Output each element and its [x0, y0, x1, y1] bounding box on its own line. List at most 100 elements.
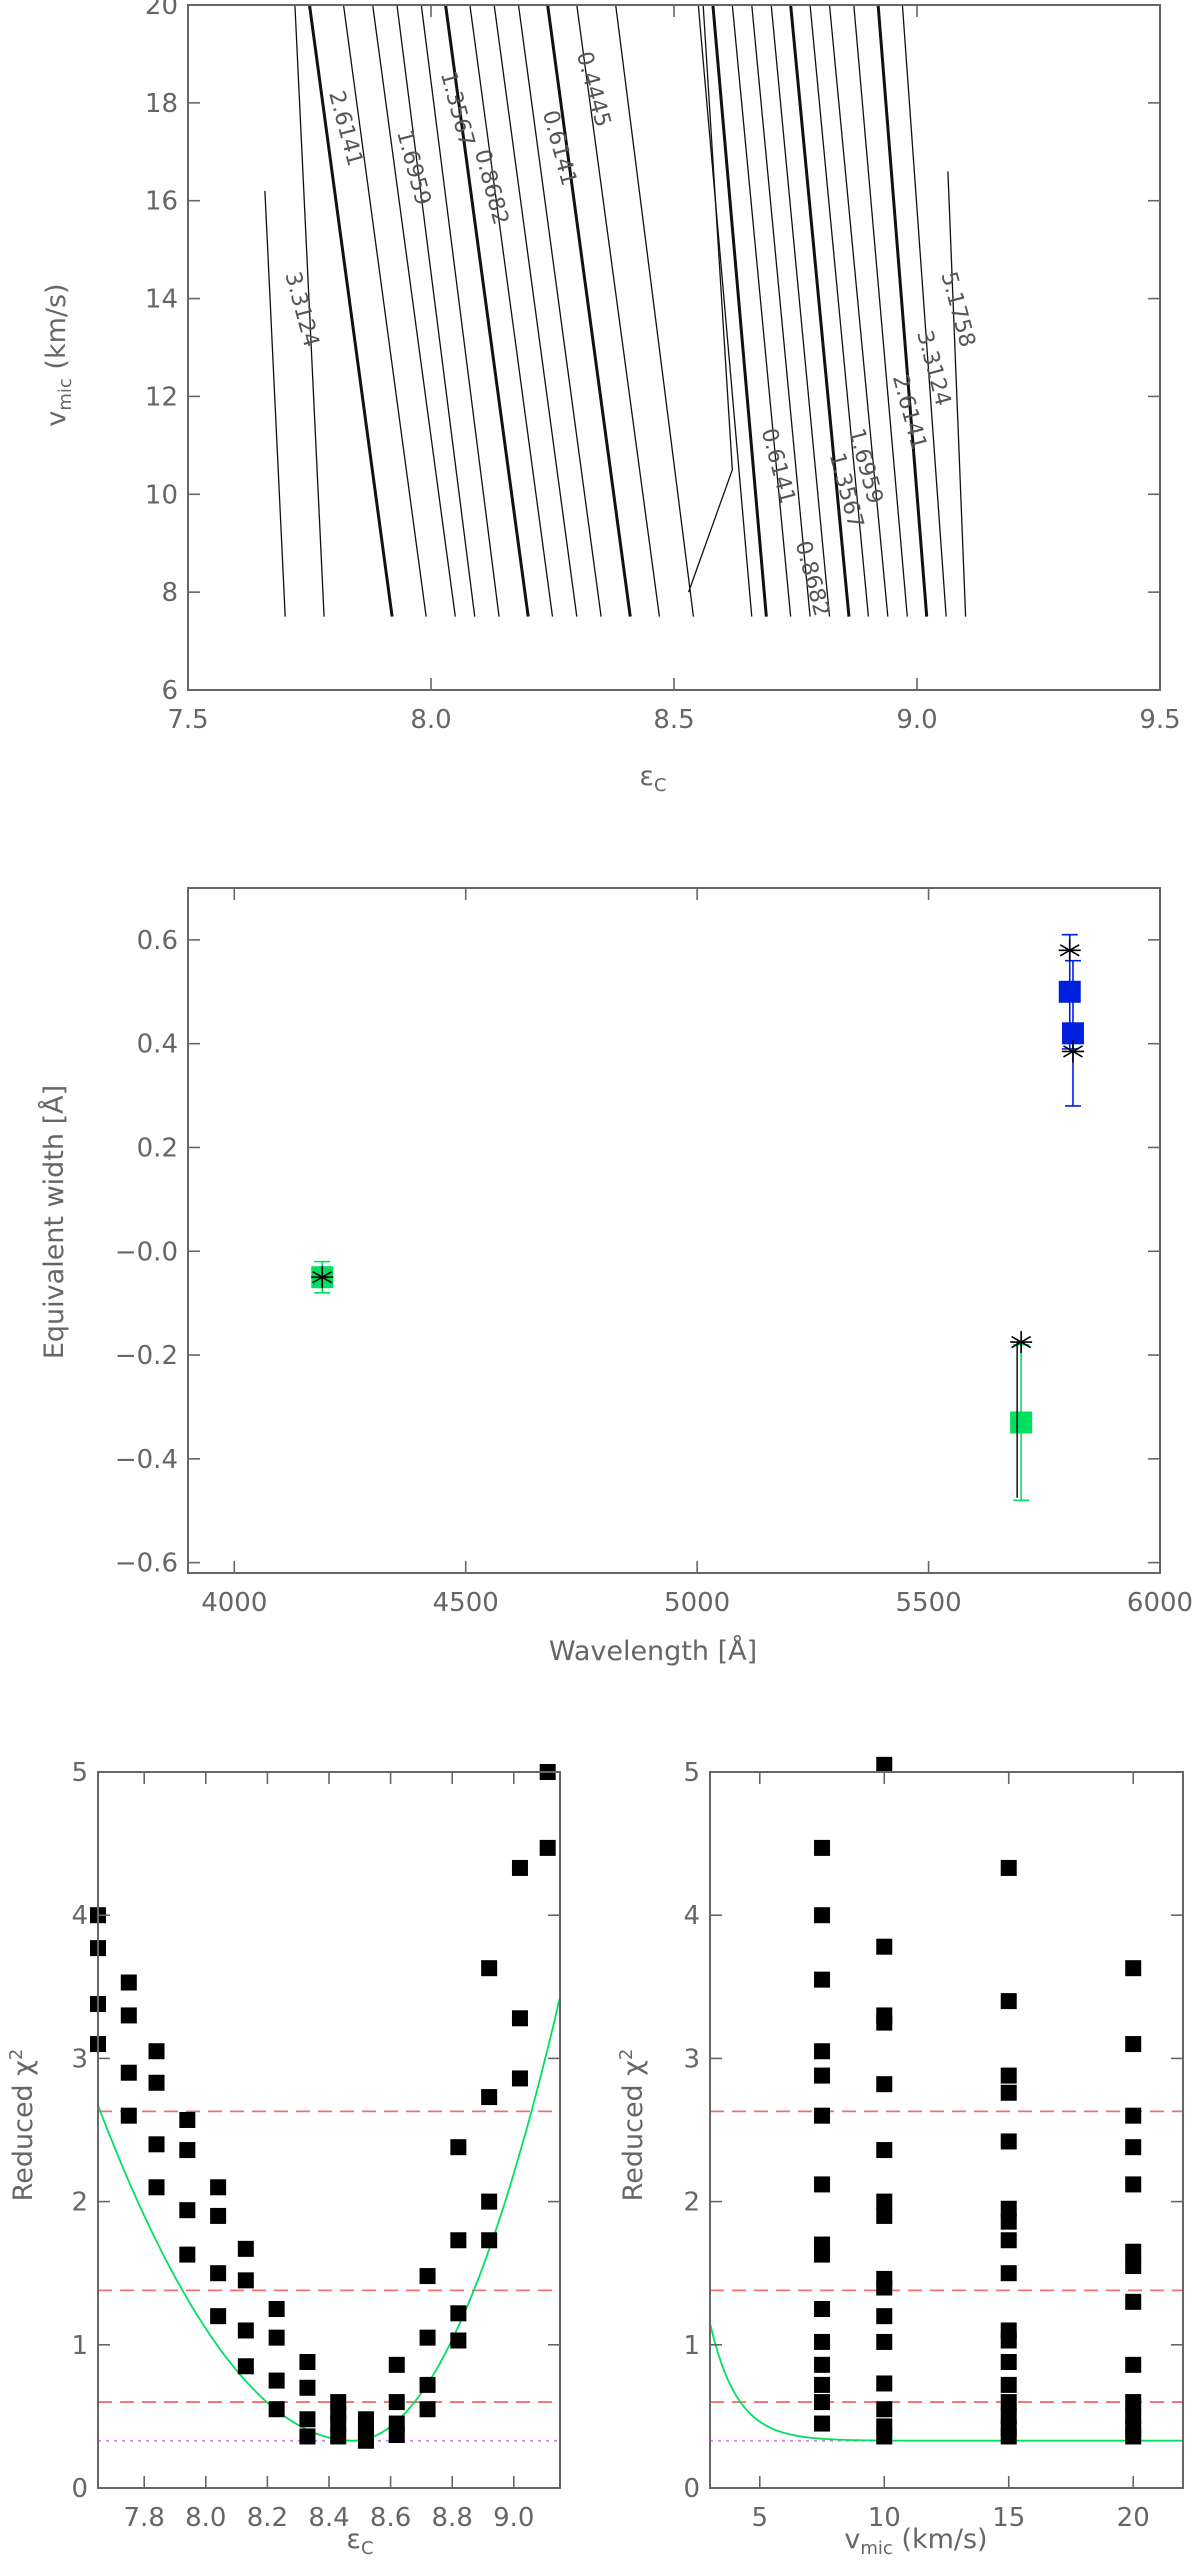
contour-y-tick-label: 10: [145, 480, 178, 510]
contour-line: [342, 4, 427, 617]
contour-level-label: 0.8682: [790, 538, 834, 619]
chi2-point: [876, 2207, 893, 2224]
contour-line: [876, 4, 929, 617]
chi2-vmic-y-tick-label: 4: [683, 1901, 700, 1931]
chi2-vmic-y-tick-label: 3: [683, 2044, 700, 2074]
contour-x-tick-label: 7.5: [167, 705, 208, 735]
contour-y-axis-label: vmic (km/s): [41, 283, 76, 426]
chi2-abundance-plot-frame: [97, 1771, 561, 2489]
chi2-point: [450, 2232, 467, 2249]
chi2-abundance-x-tick-label: 8.8: [432, 2503, 473, 2533]
contour-x-tick-label: 9.0: [896, 705, 937, 735]
chi2-vmic-x-tick-label: 10: [868, 2503, 901, 2533]
chi2-point: [539, 1839, 556, 1856]
chi2-point: [1125, 2243, 1142, 2260]
contour-line: [615, 4, 695, 617]
contour-line: [687, 4, 733, 593]
chi2-point: [299, 2379, 316, 2396]
contour-x-tick-label: 8.5: [653, 705, 694, 735]
chi2-point: [876, 2076, 893, 2093]
chi2-point: [1000, 2084, 1017, 2101]
chi2-vmic-axes: 5 10 15 20 0 1 2 3 4 5: [683, 1758, 1184, 2533]
chi2-point: [1000, 2067, 1017, 2084]
chi2-point: [1125, 2428, 1142, 2445]
equivalent-width-panel: 4000 4500 5000 5500 6000 −0.6 −0.4 −0.2 −0.0 0.2 0…: [38, 887, 1193, 1667]
contour-x-axis-label: εC: [639, 761, 666, 796]
chi2-point: [1000, 2232, 1017, 2249]
ew-y-tick-label: −0.0: [115, 1237, 178, 1267]
chi2-point: [179, 2111, 196, 2128]
contour-line: [770, 4, 831, 617]
chi2-abundance-y-tick-label: 1: [71, 2331, 88, 2361]
contour-line: [444, 4, 530, 617]
chi2-point: [419, 2401, 436, 2418]
contour-level-label: 0.8682: [469, 147, 513, 228]
chi2-point: [148, 2043, 165, 2060]
ew-y-tick-label: −0.6: [115, 1549, 178, 1579]
chi2-point: [237, 2322, 254, 2339]
chi2-point: [357, 2432, 374, 2449]
contour-y-tick-label: 20: [145, 0, 178, 21]
contour-level-label: 1.3567: [435, 69, 479, 150]
chi2-point: [237, 2240, 254, 2257]
chi2-vmic-y-axis-label: Reduced χ2: [616, 2049, 649, 2202]
contour-line: [469, 4, 554, 617]
chi2-point: [1125, 2293, 1142, 2310]
ew-x-tick-label: 5500: [895, 1588, 961, 1618]
chi2-point: [450, 2332, 467, 2349]
chi2-point: [1125, 2107, 1142, 2124]
contour-line: [697, 4, 753, 617]
chi2-point: [876, 2428, 893, 2445]
contour-line: [294, 4, 325, 617]
chi2-point: [120, 2064, 137, 2081]
chi2-point: [1125, 2036, 1142, 2053]
ew-asterisk-marker: [311, 1266, 334, 1289]
chi2-abundance-points: [90, 1764, 556, 2449]
chi2-abundance-y-tick-label: 2: [71, 2188, 88, 2218]
contour-line: [493, 4, 578, 617]
chi2-point: [450, 2139, 467, 2156]
contour-line: [711, 4, 768, 617]
chi2-vmic-x-tick-label: 5: [752, 2503, 769, 2533]
chi2-point: [1000, 2376, 1017, 2393]
ew-y-axis-label: Equivalent width [Å]: [38, 1085, 70, 1359]
contour-line: [901, 4, 947, 617]
chi2-point: [511, 2010, 528, 2027]
chi2-vs-microturbulence-panel: 5 10 15 20 0 1 2 3 4 5 vmic (km/s) Reduced χ2: [616, 1756, 1184, 2559]
chi2-point: [388, 2394, 405, 2411]
ew-y-tick-label: −0.4: [115, 1445, 178, 1475]
chi2-abundance-y-tick-label: 0: [71, 2474, 88, 2504]
chi2-abundance-x-tick-label: 8.4: [308, 2503, 349, 2533]
contour-line: [264, 190, 286, 617]
chi2-point: [481, 2193, 498, 2210]
ew-x-tick-label: 4500: [433, 1588, 499, 1618]
chi2-abundance-y-tick-label: 5: [71, 1758, 88, 1788]
chi2-point: [481, 2232, 498, 2249]
chi2-point: [481, 1960, 498, 1977]
chi2-point: [1000, 2394, 1017, 2411]
chi2-point: [876, 2375, 893, 2392]
chi2-point: [210, 2265, 227, 2282]
chi2-point: [481, 2089, 498, 2106]
ew-x-tick-label: 6000: [1127, 1588, 1193, 1618]
chi2-point: [1000, 2213, 1017, 2230]
contour-y-tick-label: 16: [145, 187, 178, 217]
chi2-vmic-x-tick-label: 15: [992, 2503, 1025, 2533]
chi2-point: [876, 1938, 893, 1955]
chi2-point: [814, 1839, 831, 1856]
contour-axes: 7.5 8.0 8.5 9.0 9.5 6 8 10 12 14 16 18 20: [145, 0, 1181, 735]
chi2-point: [120, 2107, 137, 2124]
chi2-point: [876, 2308, 893, 2325]
contour-y-tick-label: 6: [161, 676, 178, 706]
chi2-point: [814, 1907, 831, 1924]
chi2-point: [511, 2070, 528, 2087]
contour-line: [828, 4, 889, 617]
chi2-point: [237, 2358, 254, 2375]
chi2-vmic-y-tick-label: 2: [683, 2188, 700, 2218]
ew-axes: 4000 4500 5000 5500 6000 −0.6 −0.4 −0.2 −0.0 0.2 0…: [115, 887, 1193, 1618]
contour-line: [546, 4, 632, 617]
chi2-point: [330, 2415, 347, 2432]
chi2-point: [511, 1859, 528, 1876]
chi2-vs-abundance-panel: 7.8 8.0 8.2 8.4 8.6 8.8 9.0 0 1 2 3 4 5 εC Reduced χ…: [6, 1758, 561, 2559]
